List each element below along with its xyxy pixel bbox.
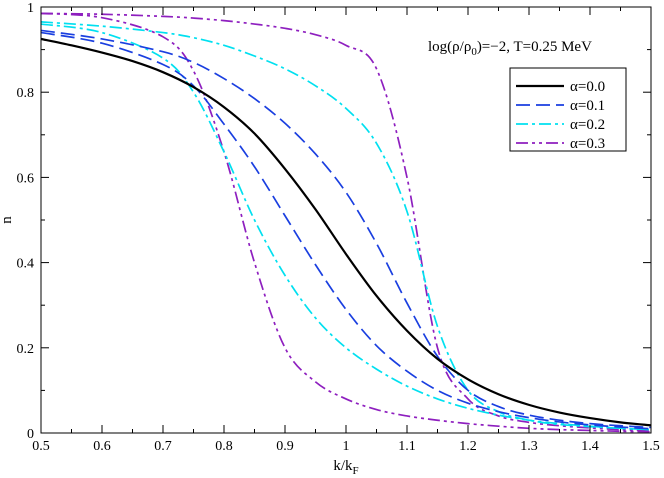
y-tick-label: 1 (27, 1, 34, 16)
y-axis: 0 0.2 0.4 0.6 0.8 1 (17, 1, 651, 442)
x-tick-label: 0.8 (215, 439, 233, 454)
x-axis: 0.5 0.6 0.7 0.8 0.9 1 1.1 1.2 1.3 1.4 1.5 (32, 7, 660, 454)
x-tick-label: 0.7 (154, 439, 172, 454)
series-line-03-upper (41, 12, 651, 432)
legend-label: α=0.2 (570, 117, 605, 133)
annotation-suffix: )=−2, T=0.25 MeV (477, 39, 592, 55)
legend-label: α=0.1 (570, 98, 605, 114)
series-line-03-lower (41, 12, 651, 433)
x-tick-label: 0.5 (32, 439, 50, 454)
legend: α=0.0 α=0.1 α=0.2 α=0.3 (509, 67, 627, 152)
x-tick-label: 1 (343, 439, 350, 454)
legend-box (509, 67, 627, 152)
series-layer (41, 12, 651, 433)
x-tick-label: 0.9 (276, 439, 294, 454)
x-axis-label-sub: F (353, 465, 359, 477)
legend-items: α=0.0 α=0.1 α=0.2 α=0.3 (516, 79, 605, 152)
series-line-00 (41, 37, 651, 427)
x-axis-label-main: k/k (333, 458, 353, 474)
x-tick-label: 1.5 (642, 439, 660, 454)
x-axis-label: k/kF (333, 458, 358, 477)
y-tick-label: 0.6 (17, 171, 35, 186)
y-axis-label: n (0, 216, 15, 224)
x-tick-label: 1.4 (581, 439, 599, 454)
y-tick-label: 0.2 (17, 342, 35, 357)
annotation-sub: 0 (471, 46, 477, 58)
annotation-prefix: log(ρ/ρ (428, 39, 471, 55)
legend-label: α=0.3 (570, 136, 605, 152)
y-tick-label: 0 (27, 427, 34, 442)
series-line-01-lower (41, 31, 651, 430)
legend-label: α=0.0 (570, 79, 605, 95)
y-tick-label: 0.4 (17, 257, 35, 272)
annotation-text: log(ρ/ρ0)=−2, T=0.25 MeV (428, 39, 592, 58)
series-line-01-upper (41, 29, 651, 429)
x-tick-label: 1.2 (459, 439, 477, 454)
x-tick-label: 1.3 (520, 439, 538, 454)
x-tick-label: 0.6 (93, 439, 111, 454)
x-tick-label: 1.1 (398, 439, 416, 454)
series-line-02-lower (41, 23, 651, 431)
y-tick-label: 0.8 (17, 86, 35, 101)
